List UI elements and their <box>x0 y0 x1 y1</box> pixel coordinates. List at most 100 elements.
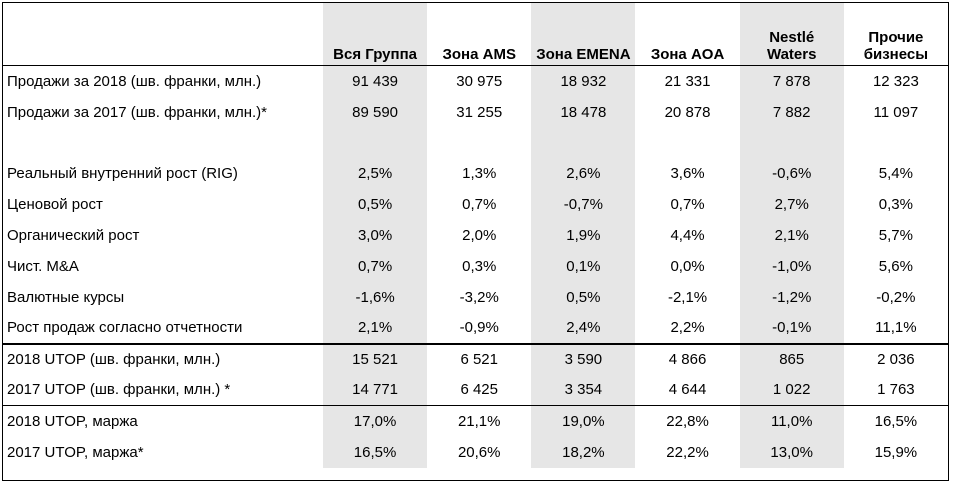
spacer-row <box>3 127 948 158</box>
cell-other: 1 763 <box>843 374 948 406</box>
cell-ams: -3,2% <box>427 281 532 313</box>
cell-group: 14 771 <box>323 374 428 406</box>
cell-group: 91 439 <box>323 65 428 97</box>
cell-emena: 3 590 <box>531 342 636 375</box>
cell-aoa: 20 878 <box>635 96 740 128</box>
table-row-fx: Валютные курсы -1,6% -3,2% 0,5% -2,1% -1… <box>3 281 948 313</box>
cell-ams: 30 975 <box>427 65 532 97</box>
cell-waters: -1,2% <box>739 281 844 313</box>
cell-other: 2 036 <box>843 342 948 375</box>
cell-group: 15 521 <box>323 342 428 375</box>
row-label: Чист. M&A <box>7 257 79 275</box>
cell-waters: 2,7% <box>739 188 844 220</box>
row-label: Продажи за 2017 (шв. франки, млн.)* <box>7 103 268 121</box>
table-row-utop-2017: 2017 UTOP (шв. франки, млн.) * 14 771 6 … <box>3 374 948 406</box>
row-label: 2017 UTOP (шв. франки, млн.) * <box>7 381 231 399</box>
cell-emena: 18,2% <box>531 436 636 468</box>
table-row-utop-2018: 2018 UTOP (шв. франки, млн.) 15 521 6 52… <box>3 342 948 375</box>
cell-other: 16,5% <box>843 405 948 437</box>
cell-waters: 7 882 <box>739 96 844 128</box>
cell-aoa: 4,4% <box>635 219 740 251</box>
row-label: Продажи за 2018 (шв. франки, млн.) <box>7 72 262 90</box>
cell-aoa: 0,7% <box>635 188 740 220</box>
cell-emena: 19,0% <box>531 405 636 437</box>
table-row-sales-2018: Продажи за 2018 (шв. франки, млн.) 91 43… <box>3 65 948 97</box>
row-label: 2018 UTOP (шв. франки, млн.) <box>3 342 323 375</box>
row-label: Рост продаж согласно отчетности <box>7 319 243 336</box>
cell-waters: -0,6% <box>739 157 844 189</box>
cell-group: 17,0% <box>323 405 428 437</box>
cell-emena: 0,1% <box>531 250 636 282</box>
header-empty <box>3 3 323 66</box>
row-label: Ценовой рост <box>7 195 103 213</box>
cell-other: 15,9% <box>843 436 948 468</box>
cell-emena: -0,7% <box>531 188 636 220</box>
cell-aoa: 22,8% <box>635 405 740 437</box>
cell-waters: 11,0% <box>739 405 844 437</box>
cell-ams: 1,3% <box>427 157 532 189</box>
cell-waters: 7 878 <box>739 65 844 97</box>
cell-group: 2,5% <box>323 157 428 189</box>
header-waters-line2: Waters <box>766 46 817 63</box>
table-row-reported: Рост продаж согласно отчетности 2,1% -0,… <box>3 312 948 344</box>
table-row-organic: Органический рост 3,0% 2,0% 1,9% 4,4% 2,… <box>3 219 948 251</box>
cell-ams: 2,0% <box>427 219 532 251</box>
cell-other: 5,4% <box>843 157 948 189</box>
table-row-margin-2017: 2017 UTOP, маржа* 16,5% 20,6% 18,2% 22,2… <box>3 436 948 468</box>
results-table: Вся Группа Зона AMS Зона EMENA Зона AOA … <box>3 3 948 468</box>
cell-aoa: -2,1% <box>635 281 740 313</box>
cell-ams: 21,1% <box>427 405 532 437</box>
cell-emena: 18 932 <box>531 65 636 97</box>
header-emena: Зона EMENA <box>531 3 636 66</box>
cell-ams: 20,6% <box>427 436 532 468</box>
header-other-line1: Прочие <box>868 29 924 46</box>
cell-emena: 1,9% <box>531 219 636 251</box>
header-other: Прочие бизнесы <box>843 3 948 66</box>
cell-group: 2,1% <box>323 312 428 344</box>
cell-group: -1,6% <box>323 281 428 313</box>
cell-aoa: 3,6% <box>635 157 740 189</box>
header-ams: Зона AMS <box>427 3 532 66</box>
row-label: Реальный внутренний рост (RIG) <box>7 164 238 182</box>
header-other-line2: бизнесы <box>863 46 929 63</box>
cell-group: 3,0% <box>323 219 428 251</box>
cell-aoa: 2,2% <box>635 312 740 344</box>
cell-aoa: 21 331 <box>635 65 740 97</box>
cell-group: 0,7% <box>323 250 428 282</box>
header-aoa: Зона AOA <box>635 3 740 66</box>
cell-emena: 2,4% <box>531 312 636 344</box>
cell-aoa: 22,2% <box>635 436 740 468</box>
cell-other: 11,1% <box>843 312 948 344</box>
cell-waters: 13,0% <box>739 436 844 468</box>
cell-emena: 0,5% <box>531 281 636 313</box>
header-row: Вся Группа Зона AMS Зона EMENA Зона AOA … <box>3 3 948 66</box>
table-row-margin-2018: 2018 UTOP, маржа 17,0% 21,1% 19,0% 22,8%… <box>3 405 948 437</box>
cell-group: 16,5% <box>323 436 428 468</box>
cell-other: 0,3% <box>843 188 948 220</box>
table-row-price: Ценовой рост 0,5% 0,7% -0,7% 0,7% 2,7% 0… <box>3 188 948 220</box>
cell-emena: 2,6% <box>531 157 636 189</box>
cell-waters: 1 022 <box>739 374 844 406</box>
cell-other: -0,2% <box>843 281 948 313</box>
cell-waters: -0,1% <box>739 312 844 344</box>
cell-other: 5,6% <box>843 250 948 282</box>
cell-ams: 6 425 <box>427 374 532 406</box>
cell-other: 11 097 <box>843 96 948 128</box>
cell-other: 12 323 <box>843 65 948 97</box>
cell-waters: -1,0% <box>739 250 844 282</box>
table-row-rig: Реальный внутренний рост (RIG) 2,5% 1,3%… <box>3 157 948 189</box>
cell-ams: -0,9% <box>427 312 532 344</box>
cell-group: 0,5% <box>323 188 428 220</box>
results-table-frame: Вся Группа Зона AMS Зона EMENA Зона AOA … <box>2 2 949 481</box>
table-row-sales-2017: Продажи за 2017 (шв. франки, млн.)* 89 5… <box>3 96 948 128</box>
cell-emena: 3 354 <box>531 374 636 406</box>
cell-emena: 18 478 <box>531 96 636 128</box>
cell-ams: 31 255 <box>427 96 532 128</box>
cell-aoa: 0,0% <box>635 250 740 282</box>
row-label: 2018 UTOP, маржа <box>3 405 323 437</box>
header-waters: Nestlé Waters <box>739 3 844 66</box>
cell-ams: 0,3% <box>427 250 532 282</box>
row-label: Органический рост <box>7 226 140 244</box>
cell-other: 5,7% <box>843 219 948 251</box>
cell-group: 89 590 <box>323 96 428 128</box>
